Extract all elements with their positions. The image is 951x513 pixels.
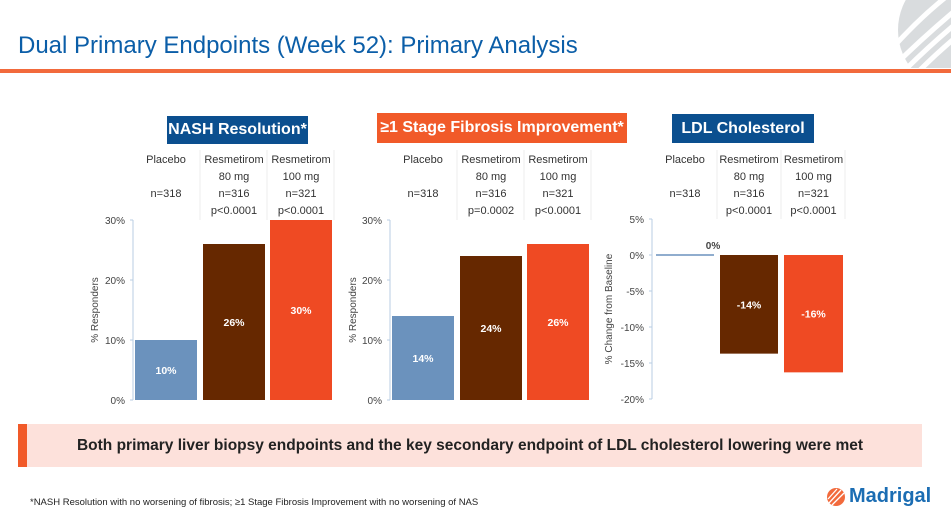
data-label: 10% — [155, 365, 177, 377]
y-tick-label: 0% — [368, 396, 383, 407]
banner-accent-stripe — [18, 424, 27, 467]
category-label: p<0.0001 — [535, 205, 581, 217]
category-label: p=0.0002 — [468, 205, 514, 217]
category-label: Resmetirom — [461, 154, 520, 166]
category-label: 100 mg — [540, 171, 577, 183]
data-label: 14% — [412, 353, 434, 365]
data-label: 26% — [223, 317, 245, 329]
y-axis-label: % Change from Baseline — [604, 253, 615, 364]
category-label: n=321 — [798, 188, 829, 200]
conclusion-banner: Both primary liver biopsy endpoints and … — [18, 424, 922, 467]
category-label: Resmetirom — [719, 154, 778, 166]
y-tick-label: 0% — [111, 396, 126, 407]
category-label: p<0.0001 — [278, 205, 324, 217]
category-label: 100 mg — [795, 171, 832, 183]
data-label: 24% — [480, 323, 502, 335]
footnote: *NASH Resolution with no worsening of fi… — [30, 497, 479, 508]
y-tick-label: 20% — [105, 276, 125, 287]
category-label: Placebo — [403, 154, 443, 166]
category-label: n=316 — [476, 188, 507, 200]
chart-title-nash-resolution: NASH Resolution* — [167, 116, 308, 144]
y-tick-label: 30% — [362, 216, 382, 227]
y-tick-label: -10% — [621, 323, 644, 334]
bar-100mg — [784, 255, 843, 373]
category-label: Resmetirom — [271, 154, 330, 166]
shell-logo-icon — [827, 487, 845, 506]
data-label: 30% — [290, 305, 312, 317]
y-tick-label: 30% — [105, 216, 125, 227]
y-tick-label: 10% — [362, 336, 382, 347]
decorative-shell-graphic — [876, 0, 951, 68]
bar-80mg — [460, 256, 522, 400]
y-tick-label: -5% — [626, 287, 644, 298]
bar-80mg — [720, 255, 778, 354]
y-tick-label: 10% — [105, 336, 125, 347]
chart-title-fibrosis-improvement: ≥1 Stage Fibrosis Improvement* — [377, 113, 627, 143]
data-label: 0% — [706, 241, 721, 252]
charts-canvas: 0% 10% 20% 30% % Responders Placebo n=318 Resme… — [90, 150, 846, 407]
y-axis-label: % Responders — [348, 277, 359, 343]
category-label: Resmetirom — [784, 154, 843, 166]
chart-title-ldl-cholesterol: LDL Cholesterol — [672, 114, 814, 143]
category-label: n=321 — [543, 188, 574, 200]
data-label: -16% — [801, 309, 826, 321]
y-tick-label: 0% — [630, 251, 645, 262]
y-tick-label: -20% — [621, 395, 644, 406]
y-axis-label: % Responders — [90, 277, 101, 343]
category-label: Placebo — [665, 154, 705, 166]
data-label: -14% — [737, 299, 762, 311]
category-label: n=321 — [286, 188, 317, 200]
page-title: Dual Primary Endpoints (Week 52): Primar… — [18, 32, 578, 59]
category-label: p<0.0001 — [211, 205, 257, 217]
data-label: 26% — [547, 317, 569, 329]
category-label: Placebo — [146, 154, 186, 166]
category-label: 80 mg — [219, 171, 250, 183]
logo-text: Madrigal — [849, 485, 932, 507]
banner-text: Both primary liver biopsy endpoints and … — [76, 436, 864, 454]
title-divider — [0, 69, 951, 73]
category-label: p<0.0001 — [726, 205, 772, 217]
category-label: n=316 — [734, 188, 765, 200]
y-tick-label: -15% — [621, 359, 644, 370]
category-label: Resmetirom — [204, 154, 263, 166]
y-tick-label: 5% — [630, 215, 645, 226]
category-label: p<0.0001 — [790, 205, 836, 217]
category-label: 80 mg — [734, 171, 765, 183]
madrigal-logo: Madrigal — [826, 485, 931, 508]
category-label: 100 mg — [283, 171, 320, 183]
category-label: n=318 — [151, 188, 182, 200]
bar-placebo — [135, 340, 197, 400]
bar-placebo — [392, 316, 454, 400]
category-label: n=316 — [219, 188, 250, 200]
y-tick-label: 20% — [362, 276, 382, 287]
category-label: n=318 — [408, 188, 439, 200]
bar-80mg — [203, 244, 265, 400]
bar-100mg — [270, 220, 332, 400]
bar-100mg — [527, 244, 589, 400]
category-label: 80 mg — [476, 171, 507, 183]
category-label: Resmetirom — [528, 154, 587, 166]
category-label: n=318 — [670, 188, 701, 200]
